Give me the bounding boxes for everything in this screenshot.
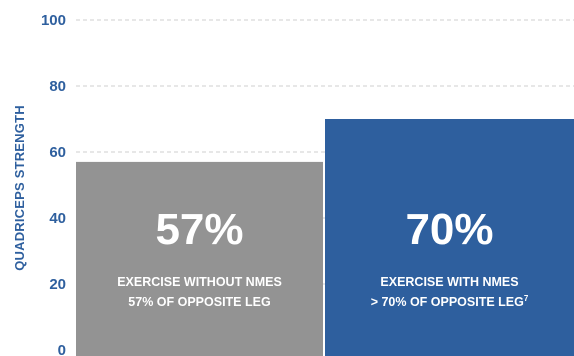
y-tick-label: 0 <box>58 342 66 356</box>
y-ticks: 0 20 40 60 80 100 <box>41 12 66 356</box>
y-tick-label: 20 <box>49 276 66 293</box>
y-tick-label: 80 <box>49 78 66 95</box>
bars: 57% EXERCISE WITHOUT NMES 57% OF OPPOSITE … <box>76 119 574 356</box>
bar-value-label: 57% <box>155 205 243 254</box>
bar-caption-line1: EXERCISE WITH NMES <box>380 275 518 289</box>
bar-caption-text: > 70% OF OPPOSITE LEG <box>371 295 524 309</box>
bar <box>76 161 323 356</box>
bar-caption-line2: 57% OF OPPOSITE LEG <box>128 295 270 309</box>
y-tick-label: 60 <box>49 144 66 161</box>
y-tick-label: 100 <box>41 12 66 29</box>
footnote-marker: 7 <box>524 294 529 303</box>
y-axis-label: QUADRICEPS STRENGTH <box>12 105 27 271</box>
bar-caption-line2: > 70% OF OPPOSITE LEG7 <box>371 294 529 309</box>
bar-caption-text: 57% OF OPPOSITE LEG <box>128 295 270 309</box>
bar <box>325 119 574 356</box>
bar-caption-line1: EXERCISE WITHOUT NMES <box>117 275 282 289</box>
y-tick-label: 40 <box>49 210 66 227</box>
bar-value-label: 70% <box>405 205 493 254</box>
